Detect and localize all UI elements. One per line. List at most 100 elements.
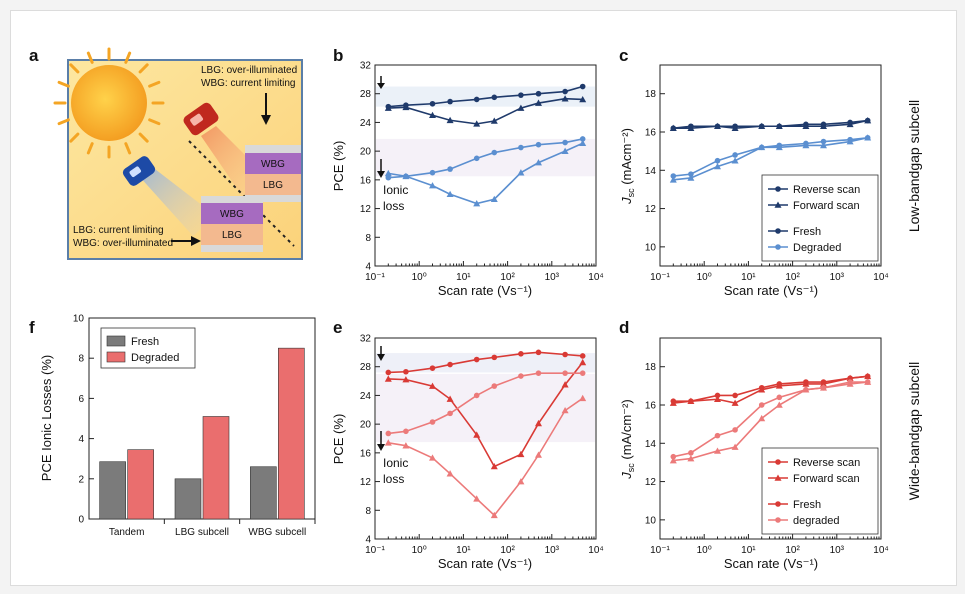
data-point — [446, 470, 454, 477]
y-tick-label: 10 — [73, 314, 85, 325]
y-tick-label: 14 — [645, 166, 657, 177]
bar — [127, 449, 154, 520]
data-point — [403, 428, 409, 435]
legend-label: Reverse scan — [793, 184, 860, 196]
data-point — [846, 138, 854, 145]
data-point — [473, 495, 481, 502]
figure-frame: a b c d e f Low-bandgap subcell Wide-ban… — [10, 10, 957, 586]
y-tick-label: 12 — [645, 204, 657, 215]
data-point — [731, 124, 739, 131]
x-tick-label: 10⁴ — [588, 272, 603, 283]
y-tick-label: 4 — [78, 434, 84, 445]
data-point — [534, 451, 542, 458]
loss-band — [376, 86, 595, 107]
bottom-note-arrow-head — [191, 236, 201, 246]
panel-c-legend: Reverse scan Forward scan Fresh Degraded — [761, 174, 879, 262]
data-point — [490, 195, 498, 203]
data-point — [517, 450, 525, 458]
legend-swatch-marker — [775, 244, 781, 250]
bar — [174, 478, 202, 520]
data-point — [384, 104, 392, 111]
data-point — [731, 443, 739, 450]
red-lamp-icon — [183, 102, 219, 136]
data-point — [688, 450, 694, 456]
x-tick-label: 10² — [500, 272, 515, 283]
data-point — [518, 92, 524, 98]
data-point — [491, 149, 498, 156]
data-point — [385, 174, 392, 181]
y-tick-label: 28 — [360, 362, 372, 373]
panel-c-chart: 10⁻¹ 10⁰ 10¹ 10² 10³ 10⁴ 10 12 14 16 18 Scan rate … — [619, 64, 889, 298]
panel-c-plot-area — [659, 64, 882, 267]
sun-ray — [124, 142, 132, 155]
legend-label: Degraded — [131, 352, 179, 364]
panel-c-y-axis-label: Jsc (mAcm⁻²) — [619, 128, 636, 205]
data-point — [775, 382, 783, 389]
panel-c-ticks: 10⁻¹ 10⁰ 10¹ 10² 10³ 10⁴ 10 12 14 16 18 — [645, 89, 889, 283]
data-point — [802, 380, 810, 387]
panel-letter-b: b — [333, 46, 343, 65]
data-point — [518, 144, 524, 151]
sun-ray — [148, 80, 161, 88]
data-point — [429, 419, 436, 425]
y-tick-label: 16 — [360, 448, 372, 459]
data-point — [579, 394, 587, 402]
data-point — [446, 190, 454, 198]
y-tick-label: 28 — [360, 89, 372, 100]
data-point — [561, 147, 569, 154]
panel-b-plot-area — [374, 64, 597, 267]
legend-swatch-marker — [775, 186, 781, 192]
panel-d-y-axis-label-unit: (mA/cm⁻²) — [619, 399, 634, 463]
figure-canvas: a b c d e f Low-bandgap subcell Wide-ban… — [29, 46, 922, 571]
data-point — [491, 383, 498, 389]
panel-e-arrow-head — [377, 354, 385, 361]
panel-b-x-axis-label: Scan rate (Vs⁻¹) — [438, 283, 532, 298]
data-point — [714, 157, 721, 164]
lower-stack-bottom-layer — [201, 245, 263, 252]
data-point — [473, 356, 480, 363]
scheme-top-note-line2: WBG: current limiting — [201, 78, 295, 89]
data-point — [561, 95, 569, 102]
data-point — [473, 200, 481, 207]
x-tick-label: 10⁴ — [873, 272, 888, 283]
panel-letter-a: a — [29, 46, 39, 65]
data-point — [402, 376, 410, 383]
data-point — [490, 117, 498, 124]
series-line — [388, 361, 584, 468]
panel-letter-e: e — [333, 318, 342, 337]
data-point — [534, 159, 542, 166]
legend-label: degraded — [793, 515, 840, 527]
upper-stack-top-layer — [245, 145, 301, 153]
bar — [250, 466, 277, 520]
side-label-low-bandgap: Low-bandgap subcell — [906, 100, 922, 232]
series-line — [673, 375, 868, 404]
x-tick-label: 10¹ — [456, 545, 471, 556]
data-point — [446, 395, 454, 402]
blue-lamp-icon — [122, 156, 156, 186]
panel-f-bars — [99, 347, 305, 520]
data-point — [731, 399, 739, 406]
legend-swatch-marker — [774, 201, 782, 208]
legend-swatch — [106, 351, 126, 363]
data-point — [687, 455, 695, 462]
panel-b-ionic-loss-annotation: Ionic loss — [383, 183, 412, 213]
y-tick-label: 10 — [645, 242, 657, 253]
x-tick-label: 10¹ — [741, 272, 756, 283]
data-point — [403, 368, 409, 375]
x-tick-label: 10³ — [545, 545, 560, 556]
y-tick-label: 20 — [360, 147, 372, 158]
data-point — [732, 152, 738, 158]
data-point — [670, 173, 677, 179]
x-tick-label: 10⁰ — [697, 272, 712, 283]
data-point — [562, 139, 568, 146]
data-point — [758, 414, 766, 422]
panel-f-plot-area — [88, 317, 316, 520]
data-point — [562, 88, 568, 95]
panel-d-chart: 10⁻¹ 10⁰ 10¹ 10² 10³ 10⁴ 10 12 14 16 18 Scan rate … — [619, 337, 889, 571]
panel-letter-f: f — [29, 318, 35, 337]
data-point — [384, 375, 392, 382]
upper-stack-bottom-layer — [245, 195, 301, 202]
category-label: LBG subcell — [175, 527, 229, 538]
data-point — [535, 349, 542, 356]
data-point — [731, 157, 739, 164]
